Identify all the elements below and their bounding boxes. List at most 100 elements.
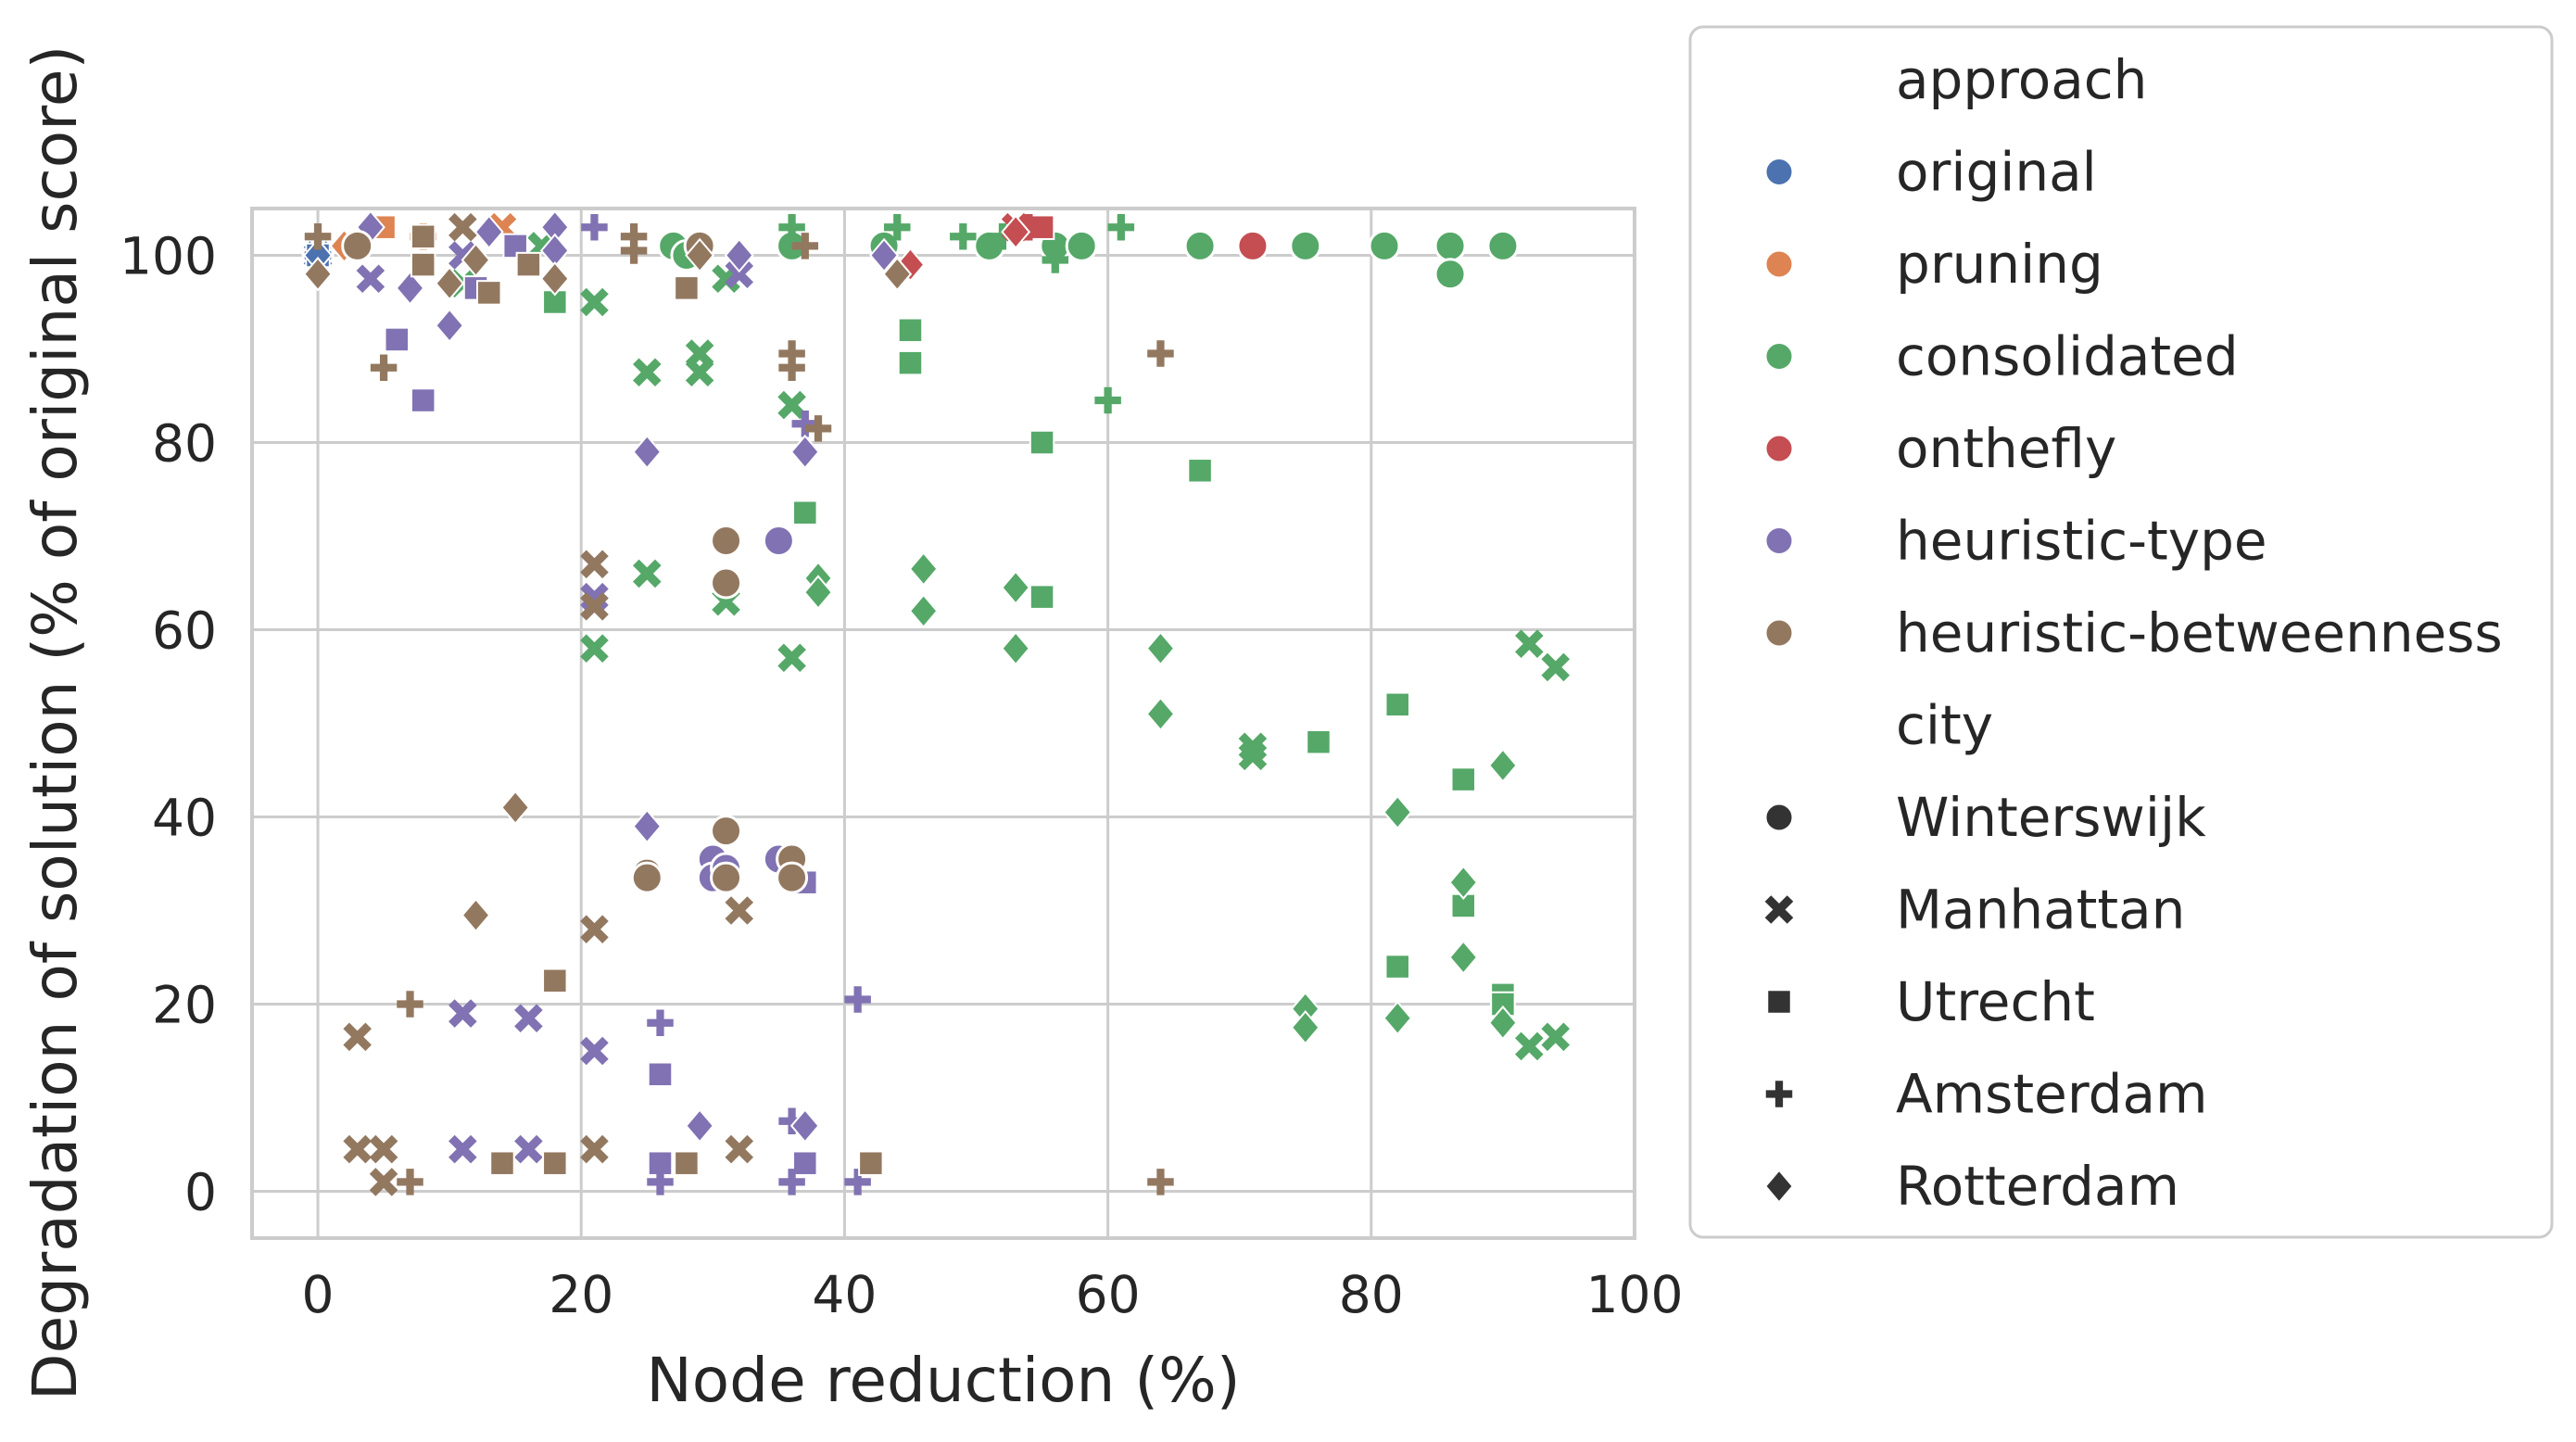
data-point bbox=[778, 354, 805, 381]
legend-approach-original-label: original bbox=[1896, 141, 2097, 204]
data-point bbox=[500, 790, 531, 826]
data-point bbox=[343, 1022, 372, 1052]
data-point bbox=[791, 233, 819, 259]
data-point bbox=[1001, 570, 1031, 605]
data-point bbox=[685, 339, 714, 368]
data-point bbox=[884, 213, 911, 241]
legend-approach-pruning-label: pruning bbox=[1896, 233, 2103, 296]
data-point bbox=[1187, 458, 1213, 484]
data-point bbox=[370, 354, 398, 381]
data-point bbox=[397, 991, 423, 1018]
data-point bbox=[778, 1169, 805, 1195]
x-tick-labels: 0 20 40 60 80 100 bbox=[302, 1265, 1684, 1324]
data-point bbox=[304, 223, 332, 250]
data-point bbox=[461, 897, 491, 933]
x-axis-label: Node reduction (%) bbox=[646, 1345, 1240, 1416]
data-point bbox=[343, 1134, 372, 1164]
legend-approach-consolidated-marker bbox=[1763, 341, 1795, 372]
legend-title-approach: approach bbox=[1896, 48, 2147, 111]
data-point bbox=[539, 260, 570, 297]
legend-city-manhattan-label: Manhattan bbox=[1896, 879, 2185, 942]
data-point bbox=[685, 1108, 715, 1144]
data-point bbox=[674, 1150, 700, 1176]
data-point bbox=[1065, 229, 1098, 262]
data-point bbox=[1383, 794, 1413, 830]
data-point bbox=[542, 968, 568, 993]
data-point bbox=[1541, 652, 1571, 682]
data-point bbox=[791, 411, 819, 437]
x-tick-label: 40 bbox=[812, 1265, 877, 1324]
data-point bbox=[724, 237, 754, 273]
legend-approach-onthefly-label: onthefly bbox=[1896, 417, 2116, 480]
data-point bbox=[778, 213, 805, 241]
series-heuristic-type-amsterdam bbox=[581, 213, 871, 1195]
data-point bbox=[1094, 386, 1121, 414]
legend-city-amsterdam-marker bbox=[1765, 1081, 1793, 1107]
data-point bbox=[792, 1150, 818, 1176]
data-point bbox=[647, 1169, 674, 1195]
data-point bbox=[804, 415, 832, 442]
data-point bbox=[1029, 584, 1055, 610]
series-consolidated-manhattan bbox=[448, 232, 1571, 1061]
legend-city-rotterdam-marker bbox=[1764, 1169, 1794, 1204]
data-point bbox=[685, 237, 715, 273]
series-consolidated-winterswijk bbox=[657, 229, 1520, 291]
x-tick-label: 80 bbox=[1339, 1265, 1404, 1324]
data-point bbox=[1515, 629, 1544, 658]
legend-frame bbox=[1688, 25, 2554, 1239]
data-point bbox=[448, 1134, 477, 1164]
x-tick-label: 60 bbox=[1076, 1265, 1141, 1324]
data-point bbox=[632, 808, 663, 844]
legend-city-utrecht-label: Utrecht bbox=[1896, 970, 2095, 1033]
data-point bbox=[1145, 696, 1176, 732]
legend-approach-heuristic-betweenness-label: heuristic-betweenness bbox=[1896, 601, 2503, 664]
data-point bbox=[710, 815, 743, 848]
data-point bbox=[397, 1169, 423, 1195]
data-point bbox=[1383, 1000, 1413, 1036]
data-point bbox=[580, 1036, 609, 1066]
data-point bbox=[395, 271, 425, 306]
data-point bbox=[789, 434, 820, 470]
data-point bbox=[410, 251, 436, 278]
legend-city-utrecht-marker bbox=[1766, 989, 1792, 1015]
legend-city-manhattan-marker bbox=[1764, 895, 1794, 924]
data-point bbox=[502, 233, 528, 259]
data-point bbox=[632, 559, 662, 588]
y-tick-label: 40 bbox=[152, 789, 217, 848]
series-consolidated-rotterdam bbox=[803, 551, 1518, 1045]
legend-approach-heuristic-type-marker bbox=[1763, 525, 1795, 556]
data-point bbox=[710, 525, 743, 558]
data-point bbox=[1107, 213, 1135, 241]
data-point bbox=[897, 349, 924, 376]
data-point bbox=[844, 986, 871, 1013]
data-point bbox=[1145, 630, 1176, 666]
plot-background bbox=[252, 209, 1635, 1238]
data-point bbox=[476, 280, 502, 306]
data-point bbox=[950, 223, 977, 250]
data-point bbox=[792, 500, 818, 525]
data-point bbox=[448, 999, 477, 1028]
data-point bbox=[1448, 865, 1479, 900]
data-point bbox=[1450, 766, 1477, 792]
data-point bbox=[1183, 229, 1217, 262]
data-point bbox=[581, 213, 608, 241]
data-point bbox=[844, 1169, 871, 1195]
y-tick-label: 80 bbox=[152, 414, 217, 474]
series-heuristic-betweenness-rotterdam bbox=[303, 237, 913, 933]
data-point bbox=[620, 237, 648, 264]
data-point bbox=[632, 358, 662, 387]
data-point bbox=[674, 275, 700, 301]
series-heuristic-type-rotterdam bbox=[355, 209, 900, 1144]
data-point bbox=[1001, 630, 1031, 666]
legend-approach-onthefly-marker bbox=[1763, 433, 1795, 464]
plot-area: 0 20 40 60 80 100 0 20 40 60 80 100 bbox=[120, 207, 1684, 1324]
data-point bbox=[1147, 340, 1174, 367]
data-point bbox=[908, 593, 939, 629]
data-point bbox=[869, 237, 900, 273]
data-point bbox=[777, 643, 806, 673]
series-heuristic-betweenness-utrecht bbox=[410, 223, 884, 1176]
x-tick-label: 100 bbox=[1586, 1265, 1684, 1324]
data-point bbox=[1448, 940, 1479, 975]
data-point bbox=[1290, 1009, 1320, 1045]
